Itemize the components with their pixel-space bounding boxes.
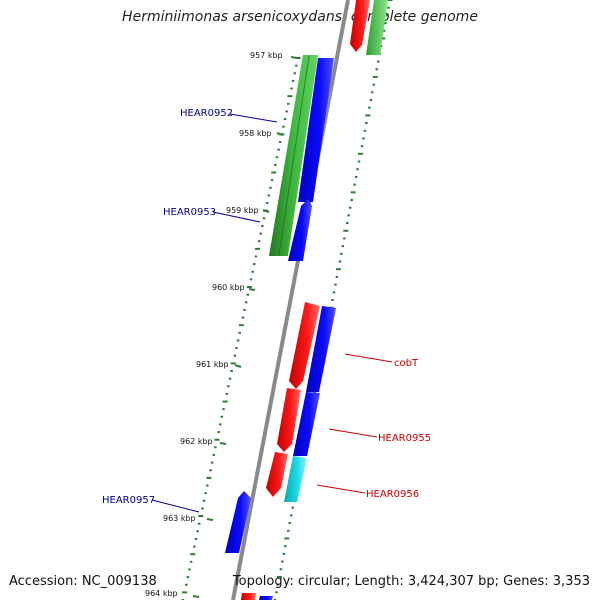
gene-arrow-red-bottom[interactable] xyxy=(241,593,256,600)
gene-arrow-blue-bottom[interactable] xyxy=(259,596,273,600)
gene-label-hear0953[interactable]: HEAR0953 xyxy=(163,207,216,218)
scale-label-964: 964 kbp xyxy=(145,589,178,598)
genome-backbone xyxy=(231,0,350,600)
gene-arrow-blue-hear0957[interactable] xyxy=(225,491,251,553)
scale-label-958: 958 kbp xyxy=(239,129,272,138)
map-title: Herminiimonas arsenicoxydans, complete g… xyxy=(122,9,478,25)
gene-arrow-blue-4[interactable] xyxy=(293,392,320,456)
gene-arrow-blue-2[interactable] xyxy=(288,199,312,261)
gene-label-hear0955[interactable]: HEAR0955 xyxy=(378,433,431,444)
accession-text: Accession: NC_009138 xyxy=(9,574,157,589)
gene-label-cobt[interactable]: cobT xyxy=(394,358,419,369)
gene-label-hear0956[interactable]: HEAR0956 xyxy=(366,489,419,500)
gene-arrow-cyan-hear0956[interactable] xyxy=(284,456,307,502)
gene-arrow-red-hear0956[interactable] xyxy=(266,452,288,497)
scale-ticks xyxy=(192,56,298,598)
scale-label-963: 963 kbp xyxy=(163,514,196,523)
gene-arrow-green-top[interactable] xyxy=(366,0,388,55)
tick-track-inner xyxy=(181,57,301,600)
scale-label-962: 962 kbp xyxy=(180,437,213,446)
gene-arrow-blue-3[interactable] xyxy=(306,306,336,392)
gene-arrow-blue-1[interactable] xyxy=(298,58,334,202)
gene-arrow-red-cobt[interactable] xyxy=(289,302,320,389)
label-leaders xyxy=(151,113,393,513)
scale-label-960: 960 kbp xyxy=(212,283,245,292)
topology-text: Topology: circular; Length: 3,424,307 bp… xyxy=(232,574,590,589)
scale-label-959: 959 kbp xyxy=(226,206,259,215)
scale-label-957: 957 kbp xyxy=(250,51,283,60)
gene-arrow-red-top[interactable] xyxy=(350,0,370,52)
gene-label-hear0957[interactable]: HEAR0957 xyxy=(102,495,155,506)
scale-label-961: 961 kbp xyxy=(196,360,229,369)
gene-label-hear0952[interactable]: HEAR0952 xyxy=(180,108,233,119)
gene-arrow-red-hear0955[interactable] xyxy=(277,388,301,452)
